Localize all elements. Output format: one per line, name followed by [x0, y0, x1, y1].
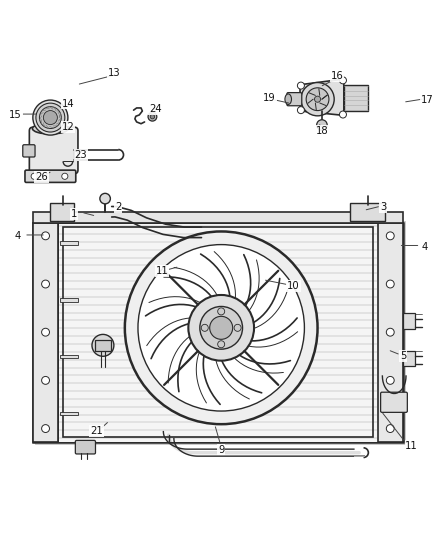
Text: 17: 17 — [420, 95, 434, 105]
FancyBboxPatch shape — [403, 313, 415, 329]
FancyBboxPatch shape — [344, 85, 368, 111]
Circle shape — [201, 324, 208, 332]
FancyBboxPatch shape — [381, 392, 407, 413]
Circle shape — [31, 173, 37, 179]
FancyBboxPatch shape — [60, 241, 78, 245]
Circle shape — [218, 308, 225, 315]
Circle shape — [339, 77, 346, 84]
Circle shape — [306, 88, 329, 110]
FancyBboxPatch shape — [25, 170, 76, 182]
Text: 10: 10 — [287, 281, 300, 291]
FancyBboxPatch shape — [350, 203, 385, 221]
Text: 23: 23 — [75, 150, 87, 160]
Circle shape — [39, 107, 61, 128]
FancyBboxPatch shape — [60, 298, 78, 302]
Text: 4: 4 — [422, 242, 428, 252]
FancyBboxPatch shape — [75, 440, 95, 454]
Ellipse shape — [285, 94, 292, 104]
Circle shape — [188, 295, 254, 361]
Circle shape — [148, 112, 157, 121]
FancyBboxPatch shape — [23, 145, 35, 157]
FancyBboxPatch shape — [33, 212, 403, 223]
FancyBboxPatch shape — [33, 223, 58, 442]
FancyBboxPatch shape — [95, 340, 111, 351]
FancyBboxPatch shape — [378, 223, 403, 442]
Circle shape — [386, 425, 394, 432]
Circle shape — [200, 306, 243, 349]
Text: 1: 1 — [71, 209, 78, 219]
Text: 4: 4 — [14, 231, 21, 241]
Circle shape — [92, 334, 114, 356]
Text: 14: 14 — [62, 99, 74, 109]
Circle shape — [297, 107, 304, 114]
Circle shape — [210, 316, 233, 340]
FancyBboxPatch shape — [50, 203, 74, 221]
Circle shape — [234, 324, 241, 332]
Text: 24: 24 — [149, 104, 162, 114]
Circle shape — [218, 341, 225, 348]
Circle shape — [125, 231, 318, 424]
Circle shape — [301, 83, 334, 116]
Circle shape — [138, 245, 304, 411]
Circle shape — [43, 110, 57, 125]
Circle shape — [150, 115, 155, 119]
Circle shape — [297, 82, 304, 89]
FancyBboxPatch shape — [60, 355, 78, 359]
Circle shape — [100, 193, 110, 204]
Text: 19: 19 — [263, 93, 276, 103]
FancyBboxPatch shape — [403, 351, 415, 366]
Ellipse shape — [32, 123, 68, 134]
Circle shape — [386, 328, 394, 336]
Circle shape — [42, 425, 49, 432]
Circle shape — [386, 232, 394, 240]
Circle shape — [36, 103, 65, 132]
Circle shape — [339, 111, 346, 118]
Text: 12: 12 — [61, 122, 74, 132]
Text: 11: 11 — [405, 441, 418, 451]
Text: 11: 11 — [155, 266, 169, 276]
FancyBboxPatch shape — [33, 223, 403, 442]
Polygon shape — [300, 79, 344, 115]
FancyBboxPatch shape — [287, 93, 302, 106]
FancyBboxPatch shape — [60, 412, 78, 415]
Circle shape — [314, 96, 321, 102]
Text: 13: 13 — [108, 68, 120, 78]
Circle shape — [317, 120, 327, 130]
Circle shape — [42, 232, 49, 240]
Text: 9: 9 — [218, 445, 224, 455]
Text: 21: 21 — [90, 426, 103, 436]
Circle shape — [62, 173, 68, 179]
Circle shape — [42, 280, 49, 288]
Text: 26: 26 — [35, 172, 48, 182]
FancyBboxPatch shape — [29, 127, 78, 174]
Circle shape — [42, 376, 49, 384]
FancyBboxPatch shape — [58, 223, 378, 442]
Circle shape — [42, 328, 49, 336]
Circle shape — [386, 376, 394, 384]
Text: 18: 18 — [316, 126, 328, 136]
Polygon shape — [35, 221, 405, 444]
Text: 5: 5 — [400, 351, 406, 361]
Text: 16: 16 — [331, 71, 344, 81]
Text: 3: 3 — [380, 203, 386, 212]
Text: 2: 2 — [115, 203, 121, 212]
Text: 15: 15 — [9, 110, 22, 120]
Circle shape — [386, 280, 394, 288]
Circle shape — [33, 100, 68, 135]
